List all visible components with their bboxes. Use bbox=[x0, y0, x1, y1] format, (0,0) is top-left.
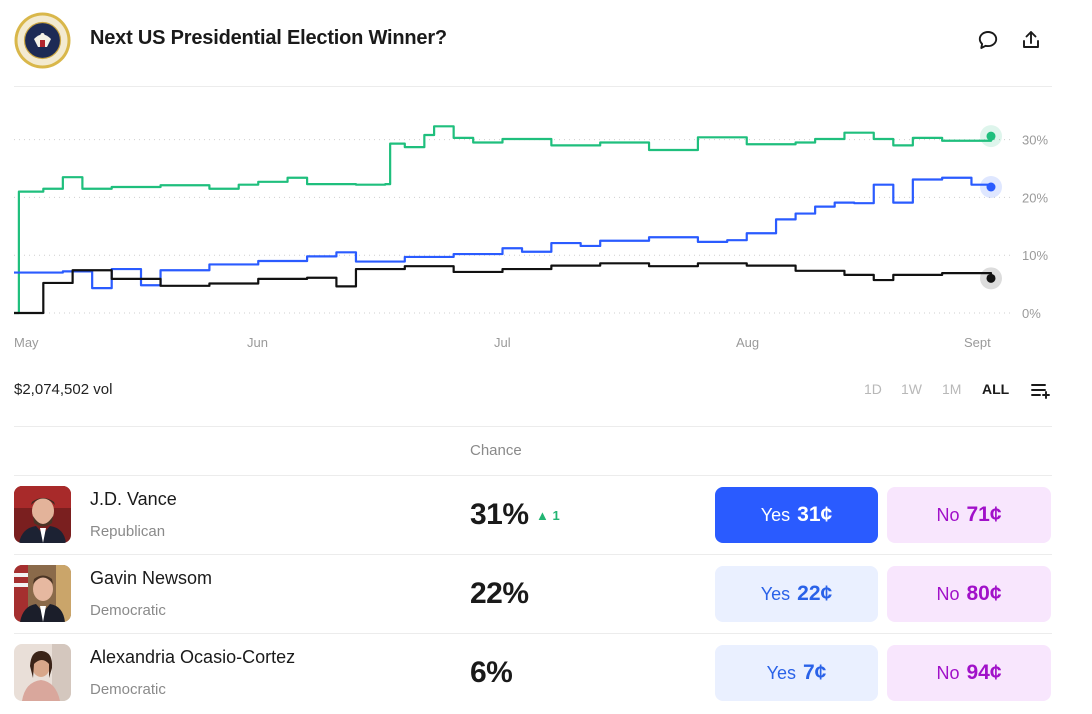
yes-price: 7¢ bbox=[803, 661, 827, 684]
outcome-party: Democratic bbox=[90, 681, 166, 698]
avatar bbox=[14, 644, 71, 701]
y-tick-label: 10% bbox=[1022, 248, 1048, 263]
no-price: 94¢ bbox=[966, 661, 1002, 684]
yes-price: 22¢ bbox=[797, 582, 833, 605]
outcome-name: Alexandria Ocasio-Cortez bbox=[90, 647, 296, 667]
x-tick-label: Aug bbox=[736, 335, 760, 350]
row-divider bbox=[14, 475, 1052, 476]
yes-label: Yes bbox=[760, 583, 791, 604]
x-tick-label: Sept bbox=[964, 335, 991, 350]
page-title: Next US Presidential Election Winner? bbox=[90, 27, 447, 49]
series-endpoint bbox=[986, 182, 996, 192]
volume-label: $2,074,502 vol bbox=[14, 381, 113, 398]
range-all-button[interactable]: ALL bbox=[982, 381, 1010, 397]
buy-yes-button[interactable]: Yes 22¢ bbox=[715, 566, 878, 622]
chance-change-value: 1 bbox=[552, 508, 560, 523]
row-divider bbox=[14, 633, 1052, 634]
range-1d-button[interactable]: 1D bbox=[864, 381, 882, 397]
y-tick-label: 20% bbox=[1022, 190, 1048, 205]
row-divider bbox=[14, 554, 1052, 555]
price-history-chart[interactable]: 30% 20% 10% 0% bbox=[0, 95, 1092, 325]
outcome-party: Republican bbox=[90, 523, 166, 540]
market-header: Next US Presidential Election Winner? bbox=[14, 12, 1054, 69]
y-tick-label: 0% bbox=[1022, 306, 1041, 321]
x-tick-label: Jul bbox=[494, 335, 511, 350]
share-icon[interactable] bbox=[1019, 28, 1043, 52]
avatar bbox=[14, 486, 71, 543]
yes-price: 31¢ bbox=[797, 503, 833, 526]
avatar bbox=[14, 565, 71, 622]
comment-icon[interactable] bbox=[976, 28, 1000, 52]
outcome-chance: 22% bbox=[470, 577, 529, 610]
playlist-add-icon[interactable] bbox=[1031, 381, 1052, 399]
outcome-chance: 6% bbox=[470, 656, 513, 689]
range-1m-button[interactable]: 1M bbox=[942, 381, 962, 397]
yes-label: Yes bbox=[766, 662, 796, 683]
outcome-name: Gavin Newsom bbox=[90, 568, 213, 588]
presidential-seal-icon bbox=[14, 12, 71, 69]
series-endpoint bbox=[986, 273, 996, 283]
series-line bbox=[14, 125, 993, 315]
buy-yes-button[interactable]: Yes 31¢ bbox=[715, 487, 878, 543]
no-price: 71¢ bbox=[966, 503, 1002, 526]
outcome-row-vance: J.D. Vance Republican 31% ▲ 1 Yes 31¢ No 7… bbox=[14, 475, 1052, 554]
buy-yes-button[interactable]: Yes 7¢ bbox=[715, 645, 878, 701]
no-price: 80¢ bbox=[966, 582, 1002, 605]
outcome-chance: 31% bbox=[470, 498, 529, 531]
chance-column-header: Chance bbox=[470, 442, 522, 459]
series-line bbox=[14, 176, 993, 290]
x-tick-label: Jun bbox=[247, 335, 268, 350]
no-label: No bbox=[936, 662, 960, 683]
buy-no-button[interactable]: No 80¢ bbox=[887, 566, 1051, 622]
y-tick-label: 30% bbox=[1022, 133, 1048, 148]
buy-no-button[interactable]: No 94¢ bbox=[887, 645, 1051, 701]
no-label: No bbox=[936, 504, 960, 525]
chance-change-badge: ▲ 1 bbox=[536, 508, 560, 523]
outcome-row-ocasio-cortez: Alexandria Ocasio-Cortez Democratic 6% Y… bbox=[14, 633, 1052, 712]
triangle-up-icon: ▲ bbox=[536, 508, 549, 523]
x-tick-label: May bbox=[14, 335, 39, 350]
yes-label: Yes bbox=[760, 504, 791, 525]
outcome-row-newsom: Gavin Newsom Democratic 22% Yes 22¢ No 80¢ bbox=[14, 554, 1052, 633]
series-line bbox=[14, 262, 993, 315]
range-1w-button[interactable]: 1W bbox=[901, 381, 922, 397]
outcome-name: J.D. Vance bbox=[90, 489, 177, 509]
buy-no-button[interactable]: No 71¢ bbox=[887, 487, 1051, 543]
no-label: No bbox=[936, 583, 960, 604]
header-divider bbox=[14, 86, 1052, 87]
outcome-party: Democratic bbox=[90, 602, 166, 619]
section-divider bbox=[14, 426, 1052, 427]
series-endpoint bbox=[986, 131, 996, 141]
